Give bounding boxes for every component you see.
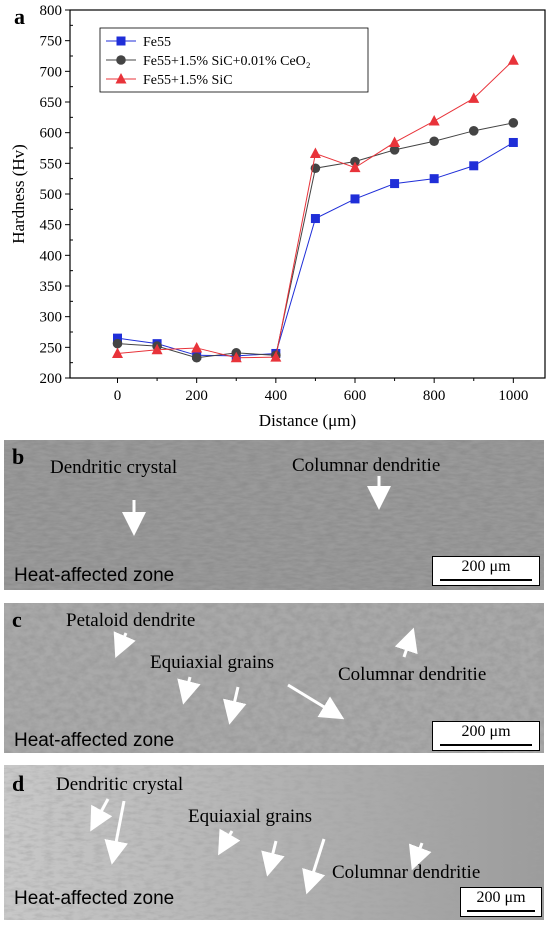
annotation-dendritic-crystal: Dendritic crystal (50, 457, 178, 478)
y-tick-label: 500 (40, 187, 63, 203)
series-line (117, 59, 514, 359)
y-tick-label: 400 (40, 248, 63, 264)
data-point (230, 351, 242, 363)
data-point (468, 126, 479, 136)
y-tick-label: 650 (40, 95, 63, 111)
legend: Fe55 Fe55+1.5% SiC+0.01% CeO₂ Fe55+1.5% Si… (99, 27, 369, 93)
data-point (191, 352, 202, 363)
data-point (349, 161, 361, 173)
scale-bar-line (466, 910, 536, 912)
data-point (270, 351, 282, 362)
series-2 (112, 54, 519, 363)
data-point (113, 333, 122, 343)
legend-box (99, 27, 369, 93)
data-point (151, 343, 163, 355)
data-point (469, 161, 479, 171)
y-axis-label: Hardness (Hv) (9, 144, 28, 244)
hardness-chart: a 200 250 300 350 400 450 500 550 600 650 700 750 80… (0, 0, 550, 435)
data-point (390, 179, 400, 189)
micrograph-image-c (4, 603, 544, 753)
y-tick-label: 450 (40, 218, 63, 234)
micrograph-panel-c: c Petaloid dendrite Equiaxial grains Col… (4, 603, 544, 753)
panel-label-b: b (12, 444, 25, 469)
scale-bar: 200 μm (432, 721, 540, 751)
data-point (429, 174, 439, 184)
x-axis-label: Distance (μm) (259, 411, 356, 430)
panel-label-d: d (12, 771, 25, 796)
data-point (429, 136, 439, 147)
data-point (389, 145, 400, 155)
data-point (112, 347, 123, 358)
y-tick-label: 350 (40, 279, 63, 295)
x-tick-label: 0 (114, 388, 122, 404)
scale-bar-label: 200 μm (461, 723, 511, 740)
scale-bar: 200 μm (460, 887, 542, 917)
micrograph-panel-b: b Dendritic crystal Columnar dendritie H… (4, 440, 544, 590)
panel-label-a: a (14, 4, 25, 29)
x-tick-label: 200 (185, 388, 208, 404)
annotation-columnar-dendrite: Columnar dendritie (338, 664, 487, 685)
y-tick-label: 250 (40, 340, 63, 356)
annotation-columnar-dendrite: Columnar dendritie (332, 862, 481, 883)
scale-bar-label: 200 μm (461, 558, 511, 575)
data-point (191, 341, 203, 353)
data-point (310, 214, 320, 224)
legend-label: Fe55+1.5% SiC (143, 73, 233, 88)
heat-affected-zone-label: Heat-affected zone (14, 888, 175, 909)
legend-label: Fe55+1.5% SiC+0.01% CeO₂ (143, 54, 311, 69)
data-point (508, 118, 519, 128)
data-point (508, 137, 518, 147)
heat-affected-zone-label: Heat-affected zone (14, 730, 175, 751)
x-tick-label: 400 (265, 388, 288, 404)
micrograph-panel-d: d Dendritic crystal Equiaxial grains Col… (4, 765, 544, 920)
data-point (468, 92, 480, 103)
y-tick-label: 200 (40, 371, 63, 387)
x-tick-label: 800 (423, 388, 446, 404)
y-tick-label: 700 (40, 64, 63, 80)
series-line (117, 142, 514, 357)
data-point (350, 156, 360, 167)
legend-label: Fe55 (143, 35, 171, 50)
data-point (507, 54, 519, 65)
scale-bar-line (440, 744, 532, 746)
annotation-dendritic-crystal: Dendritic crystal (56, 774, 184, 795)
data-point (112, 338, 123, 349)
y-tick-label: 600 (40, 126, 63, 142)
legend-marker (115, 73, 127, 84)
data-point (309, 147, 321, 159)
data-point (389, 136, 401, 147)
series-line (117, 122, 514, 359)
x-tick-label: 600 (344, 388, 367, 404)
y-tick-label: 750 (40, 34, 63, 50)
scale-bar-label: 200 μm (476, 889, 526, 906)
legend-marker (116, 36, 126, 46)
y-tick-label: 800 (40, 3, 63, 19)
y-tick-label: 300 (40, 310, 63, 326)
y-tick-label: 550 (40, 156, 63, 172)
scale-bar: 200 μm (432, 556, 540, 586)
annotation-petaloid-dendrite: Petaloid dendrite (66, 610, 196, 631)
panel-label-c: c (12, 607, 22, 632)
x-tick-label: 1000 (498, 388, 528, 404)
chart-svg: a 200 250 300 350 400 450 500 550 600 650 700 750 80… (9, 3, 546, 430)
annotation-equiaxial-grains: Equiaxial grains (150, 652, 274, 673)
legend-marker (116, 55, 126, 65)
data-point (350, 194, 360, 204)
annotation-equiaxial-grains: Equiaxial grains (188, 806, 312, 827)
data-point (428, 115, 440, 126)
annotation-columnar-dendrite: Columnar dendritie (292, 455, 441, 476)
heat-affected-zone-label: Heat-affected zone (14, 565, 175, 586)
scale-bar-line (440, 579, 532, 581)
